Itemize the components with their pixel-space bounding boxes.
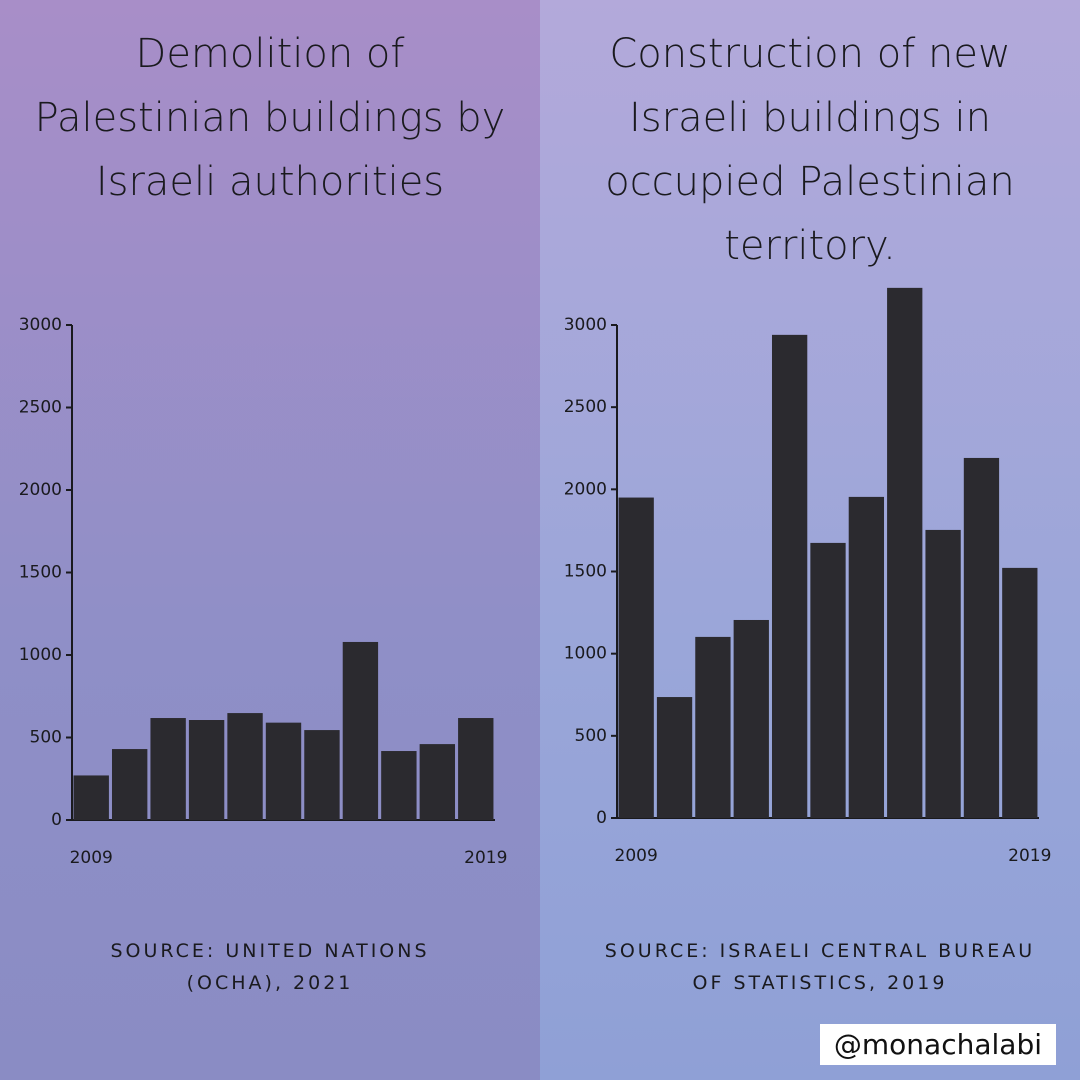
chart-title: Demolition of Palestinian buildings by I… [34,31,506,205]
left-panel [0,0,540,1080]
x-tick-label: 2019 [1008,846,1051,866]
y-tick-label: 1500 [564,562,607,582]
y-tick-label: 2000 [19,480,62,500]
bar [73,775,109,820]
y-tick-label: 1500 [19,563,62,583]
bar [733,619,769,818]
bar [1002,567,1038,818]
bar [304,730,340,820]
x-tick-label: 2019 [464,848,507,868]
y-tick-label: 1000 [564,644,607,664]
bar [381,751,417,820]
y-tick-label: 0 [51,810,62,830]
watermark: @monachalabi [819,1024,1056,1065]
bar [419,744,456,820]
bar [771,334,808,818]
source: SOURCE: ISRAELI CENTRAL BUREAU OF STATIS… [604,940,1036,994]
bar [458,718,494,820]
y-tick-label: 500 [30,728,62,748]
bar [150,718,186,820]
bar [227,713,263,820]
y-tick-label: 0 [596,808,607,828]
bar [656,697,693,818]
bar [188,720,225,820]
y-tick-label: 2000 [564,479,607,499]
bar [618,497,654,818]
y-tick-label: 2500 [564,397,607,417]
bar [111,749,148,820]
bar [810,542,846,818]
x-tick-label: 2009 [70,848,113,868]
y-tick-label: 2500 [19,398,62,418]
bar [848,496,885,818]
bar [342,641,379,820]
y-tick-label: 1000 [19,645,62,665]
y-tick-label: 3000 [564,315,607,335]
bar [265,722,302,820]
chart-title: Construction of new Israeli buildings in… [605,31,1015,269]
bar [963,457,1000,818]
bar [887,287,923,818]
x-tick-label: 2009 [615,846,658,866]
bar [925,529,961,818]
bar [695,636,731,818]
source: SOURCE: UNITED NATIONS (OCHA), 2021 [110,940,430,994]
y-tick-label: 3000 [19,315,62,335]
y-tick-label: 500 [575,726,607,746]
